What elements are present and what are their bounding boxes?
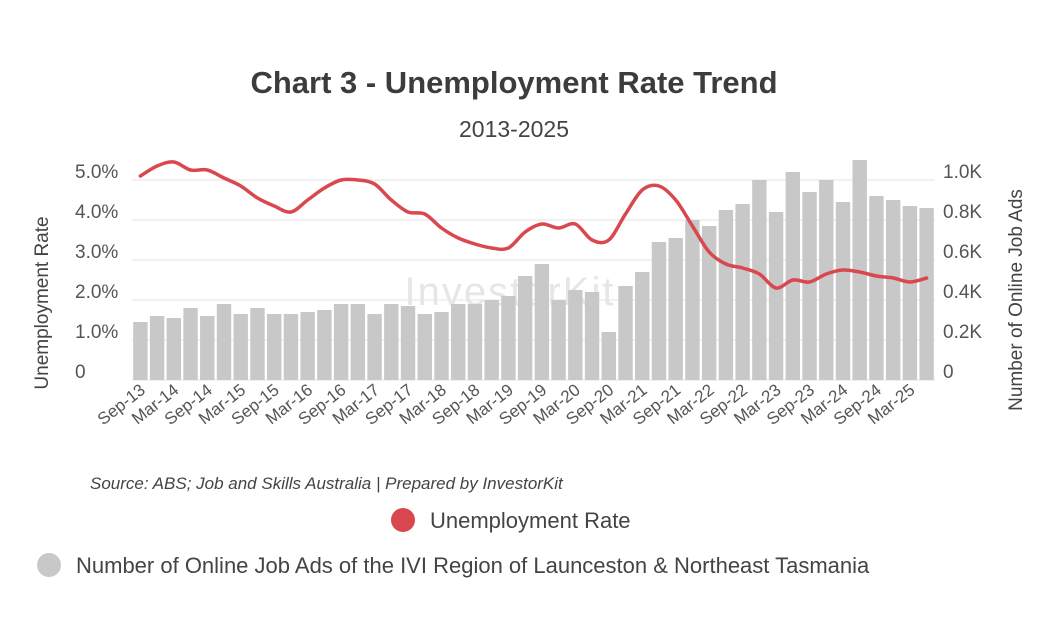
y-tick-label: 5.0% (75, 162, 118, 183)
job-ads-bar (283, 314, 299, 380)
source-note: Source: ABS; Job and Skills Australia | … (90, 474, 564, 493)
job-ads-bar (133, 322, 148, 380)
job-ads-bar (317, 310, 332, 380)
job-ads-bar (752, 180, 767, 380)
y2-tick-label: 0.2K (943, 322, 982, 343)
y2-tick-label: 0.4K (943, 282, 982, 303)
job-ads-bar (384, 304, 399, 380)
job-ads-bar (584, 292, 600, 380)
job-ads-bar (233, 314, 248, 380)
x-axis-ticks: Sep-13Mar-14Sep-14Mar-15Sep-15Mar-16Sep-… (94, 380, 918, 429)
job-ads-bar (434, 312, 449, 380)
job-ads-bar (367, 314, 382, 380)
y2-axis-label: Number of Online Job Ads (1006, 189, 1027, 411)
left-axis-ticks: 0 1.0% 2.0% 3.0% 4.0% 5.0% (75, 162, 118, 383)
job-ads-bar (685, 220, 700, 380)
y-tick-label: 3.0% (75, 242, 118, 263)
job-ads-bar (601, 332, 616, 380)
job-ads-bar (919, 208, 934, 380)
job-ads-bar (183, 308, 198, 380)
job-ads-bar (267, 314, 282, 380)
job-ads-bar (300, 312, 315, 380)
job-ads-bar (166, 318, 182, 380)
y-tick-label: 0 (75, 362, 86, 383)
job-ads-bar (400, 306, 416, 380)
job-ads-bar (835, 202, 851, 380)
y2-tick-label: 0.8K (943, 202, 982, 223)
job-ads-bar (451, 304, 466, 380)
job-ads-bar (333, 304, 349, 380)
job-ads-bar (551, 300, 566, 380)
job-ads-bar (484, 300, 499, 380)
job-ads-bar (768, 212, 784, 380)
job-ads-bar (635, 272, 650, 380)
y-tick-label: 4.0% (75, 202, 118, 223)
bar-series (133, 160, 934, 380)
right-axis-ticks: 0 0.2K 0.4K 0.6K 0.8K 1.0K (943, 162, 982, 383)
job-ads-bar (718, 210, 734, 380)
job-ads-bar (802, 192, 817, 380)
chart-title: Chart 3 - Unemployment Rate Trend (250, 65, 777, 100)
job-ads-bar (350, 304, 366, 380)
job-ads-bar (735, 204, 750, 380)
job-ads-bar (200, 316, 215, 380)
job-ads-bar (149, 316, 165, 380)
job-ads-bar (417, 314, 432, 380)
y2-tick-label: 0.6K (943, 242, 982, 263)
job-ads-bar (869, 196, 884, 380)
job-ads-bar (534, 264, 550, 380)
gridlines (132, 179, 935, 381)
job-ads-bar (467, 304, 483, 380)
y-axis-label: Unemployment Rate (32, 216, 53, 389)
job-ads-bar (250, 308, 265, 380)
job-ads-bar (668, 238, 683, 380)
y-tick-label: 1.0% (75, 322, 118, 343)
legend-label-rate: Unemployment Rate (430, 508, 631, 533)
job-ads-bar (852, 160, 867, 380)
unemployment-rate-line (138, 160, 929, 290)
job-ads-bar (501, 296, 516, 380)
job-ads-bar (902, 206, 918, 380)
job-ads-bar (701, 226, 717, 380)
y2-tick-label: 1.0K (943, 162, 982, 183)
chart-subtitle: 2013-2025 (459, 116, 569, 142)
legend-swatch-job-ads (37, 553, 61, 577)
legend-label-job-ads: Number of Online Job Ads of the IVI Regi… (76, 553, 870, 578)
job-ads-bar (885, 200, 901, 380)
job-ads-bar (618, 286, 633, 380)
job-ads-bar (216, 304, 232, 380)
legend-swatch-rate (391, 508, 415, 532)
job-ads-bar (517, 276, 533, 380)
job-ads-bar (651, 242, 667, 380)
job-ads-bar (785, 172, 800, 380)
job-ads-bar (819, 180, 834, 380)
y-tick-label: 2.0% (75, 282, 118, 303)
y2-tick-label: 0 (943, 362, 954, 383)
job-ads-bar (568, 290, 583, 380)
